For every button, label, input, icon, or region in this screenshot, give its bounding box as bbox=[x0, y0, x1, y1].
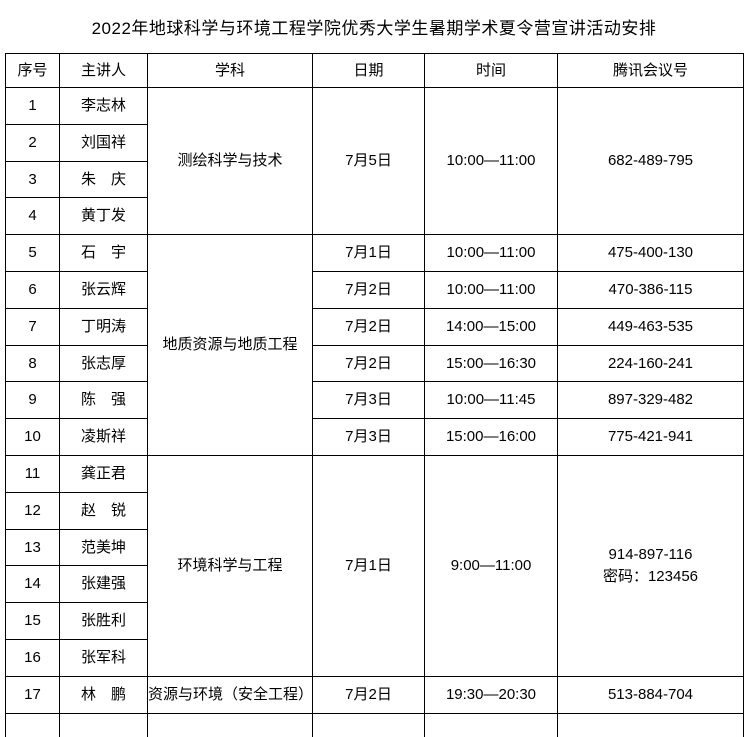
time-cell: 10:00—11:00 bbox=[424, 86, 558, 236]
time-cell: 19:30—20:30 bbox=[424, 675, 558, 714]
date-cell: 7月1日 bbox=[312, 234, 425, 272]
schedule-table: 序号 主讲人 学科 日期 时间 腾讯会议号 1 李志林 测绘科学与技术 7月5日… bbox=[5, 53, 744, 737]
row-number: 1 bbox=[5, 87, 60, 125]
meeting-id-cell: 449-463-535 bbox=[557, 307, 744, 346]
speaker-name: 朱 庆 bbox=[59, 160, 148, 199]
table-row: 8 张志厚 7月2日 15:00—16:30 224-160-241 bbox=[5, 344, 744, 383]
header-row: 序号 主讲人 学科 日期 时间 腾讯会议号 bbox=[5, 53, 744, 88]
subject-cell: 地质资源与地质工程 bbox=[147, 234, 313, 456]
subject-cell: 环境科学与工程 bbox=[147, 454, 313, 677]
speaker-name: 张军科 bbox=[59, 638, 148, 677]
date-cell: 7月2日 bbox=[312, 270, 425, 309]
meeting-id: 914-897-116 bbox=[608, 546, 693, 564]
table-row: 9 陈 强 7月3日 10:00—11:45 897-329-482 bbox=[5, 381, 744, 420]
speaker-name: 黄丁发 bbox=[59, 197, 148, 236]
row-number: 3 bbox=[5, 160, 60, 199]
speaker-name: 赵 锐 bbox=[59, 491, 148, 530]
col-header-meeting: 腾讯会议号 bbox=[557, 53, 744, 88]
col-header-date: 日期 bbox=[312, 53, 425, 88]
speaker-name: 丁明涛 bbox=[59, 307, 148, 346]
date-cell: 7月2日 bbox=[312, 307, 425, 346]
row-number: 8 bbox=[5, 344, 60, 383]
speaker-name: 张云辉 bbox=[59, 270, 148, 309]
table-row: 1 李志林 测绘科学与技术 7月5日 10:00—11:00 682-489-7… bbox=[5, 86, 744, 236]
row-number: 15 bbox=[5, 602, 60, 640]
table-row: 3 朱 庆 bbox=[5, 160, 744, 199]
date-cell: 7月2日 bbox=[312, 675, 425, 714]
table-row: 10 凌斯祥 7月3日 15:00—16:00 775-421-941 bbox=[5, 418, 744, 456]
date-cell: 7月5日 bbox=[312, 86, 425, 236]
col-header-no: 序号 bbox=[5, 53, 60, 88]
speaker-name: 张志厚 bbox=[59, 344, 148, 383]
date-cell: 7月2日 bbox=[312, 344, 425, 383]
row-number: 10 bbox=[5, 418, 60, 456]
row-number: 7 bbox=[5, 307, 60, 346]
table-row: 11 龚正君 环境科学与工程 7月1日 9:00—11:00 914-897-1… bbox=[5, 454, 744, 677]
row-number: 2 bbox=[5, 123, 60, 162]
time-cell: 9:00—11:00 bbox=[424, 454, 558, 677]
time-cell: 15:00—16:00 bbox=[424, 418, 558, 456]
col-header-subject: 学科 bbox=[147, 53, 313, 88]
speaker-name: 刘国祥 bbox=[59, 123, 148, 162]
table-row: 14 张建强 bbox=[5, 565, 744, 604]
meeting-id-cell: 914-897-116 密码：123456 bbox=[557, 454, 744, 677]
meeting-id-cell: 513-884-704 bbox=[557, 675, 744, 714]
row-number: 11 bbox=[5, 454, 60, 493]
meeting-id-cell: 470-386-115 bbox=[557, 270, 744, 309]
table-row: 15 张胜利 bbox=[5, 602, 744, 640]
table-row: 17 林 鹏 资源与环境（安全工程） 7月2日 19:30—20:30 513-… bbox=[5, 675, 744, 714]
meeting-password: 密码：123456 bbox=[602, 567, 699, 585]
cutoff-row bbox=[5, 712, 744, 737]
date-cell: 7月1日 bbox=[312, 454, 425, 677]
speaker-name: 范美坤 bbox=[59, 528, 148, 567]
speaker-name: 李志林 bbox=[59, 87, 148, 125]
meeting-id-cell: 682-489-795 bbox=[557, 86, 744, 236]
meeting-id-cell: 897-329-482 bbox=[557, 381, 744, 420]
meeting-id-cell: 224-160-241 bbox=[557, 344, 744, 383]
speaker-name: 石 宇 bbox=[59, 234, 148, 272]
col-header-time: 时间 bbox=[424, 53, 558, 88]
subject-cell: 资源与环境（安全工程） bbox=[147, 675, 313, 714]
row-number: 5 bbox=[5, 234, 60, 272]
row-number: 6 bbox=[5, 270, 60, 309]
time-cell: 10:00—11:00 bbox=[424, 270, 558, 309]
speaker-name: 凌斯祥 bbox=[59, 418, 148, 456]
row-number: 17 bbox=[5, 675, 60, 714]
time-cell: 14:00—15:00 bbox=[424, 307, 558, 346]
speaker-name: 张建强 bbox=[59, 565, 148, 604]
time-cell: 10:00—11:00 bbox=[424, 234, 558, 272]
row-number: 9 bbox=[5, 381, 60, 420]
table-row: 5 石 宇 地质资源与地质工程 7月1日 10:00—11:00 475-400… bbox=[5, 234, 744, 456]
meeting-id-cell: 475-400-130 bbox=[557, 234, 744, 272]
row-number: 14 bbox=[5, 565, 60, 604]
row-number: 16 bbox=[5, 638, 60, 677]
speaker-name: 陈 强 bbox=[59, 381, 148, 420]
time-cell: 10:00—11:45 bbox=[424, 381, 558, 420]
table-row: 16 张军科 bbox=[5, 638, 744, 677]
date-cell: 7月3日 bbox=[312, 418, 425, 456]
row-number: 13 bbox=[5, 528, 60, 567]
date-cell: 7月3日 bbox=[312, 381, 425, 420]
speaker-name: 张胜利 bbox=[59, 602, 148, 640]
col-header-speaker: 主讲人 bbox=[59, 53, 148, 88]
speaker-name: 林 鹏 bbox=[59, 675, 148, 714]
subject-cell: 测绘科学与技术 bbox=[147, 86, 313, 236]
table-row: 6 张云辉 7月2日 10:00—11:00 470-386-115 bbox=[5, 270, 744, 309]
row-number: 12 bbox=[5, 491, 60, 530]
meeting-id-cell: 775-421-941 bbox=[557, 418, 744, 456]
speaker-name: 龚正君 bbox=[59, 454, 148, 493]
table-row: 4 黄丁发 bbox=[5, 197, 744, 236]
time-cell: 15:00—16:30 bbox=[424, 344, 558, 383]
row-number: 4 bbox=[5, 197, 60, 236]
table-row: 7 丁明涛 7月2日 14:00—15:00 449-463-535 bbox=[5, 307, 744, 346]
page-title: 2022年地球科学与环境工程学院优秀大学生暑期学术夏令营宣讲活动安排 bbox=[91, 19, 657, 38]
